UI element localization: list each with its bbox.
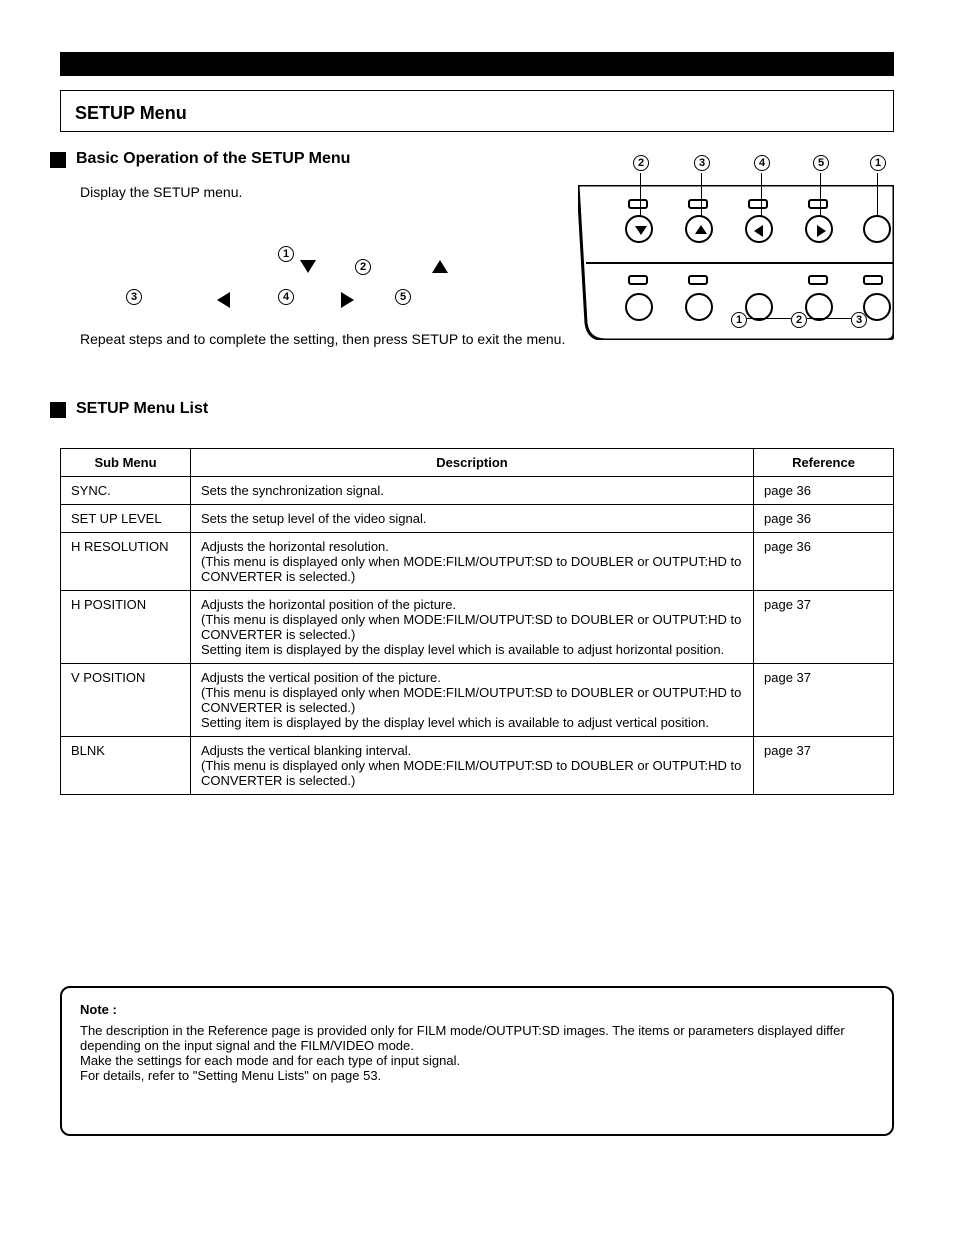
- cell-submenu: H RESOLUTION: [61, 533, 191, 591]
- connector-line: [747, 318, 791, 319]
- diagram-callout: 4: [754, 155, 770, 171]
- indicator-rect-icon: [688, 199, 708, 209]
- cell-reference: page 37: [754, 591, 894, 664]
- col-header-reference: Reference: [754, 449, 894, 477]
- triangle-left-icon: [217, 291, 230, 309]
- note-box: Note : The description in the Reference …: [60, 986, 894, 1136]
- title-box: SETUP Menu: [60, 90, 894, 132]
- table-row: H RESOLUTION Adjusts the horizontal reso…: [61, 533, 894, 591]
- table-row: V POSITION Adjusts the vertical position…: [61, 664, 894, 737]
- note-body: The description in the Reference page is…: [80, 1023, 874, 1083]
- circled-4-marker: 4: [278, 288, 294, 306]
- diagram-bottom-callout: 3: [851, 311, 867, 329]
- cell-reference: page 37: [754, 664, 894, 737]
- indicator-rect-icon: [808, 199, 828, 209]
- cell-reference: page 36: [754, 533, 894, 591]
- panel-button: [685, 293, 713, 321]
- panel-button: [625, 293, 653, 321]
- diagram-bottom-callout: 1: [731, 311, 747, 329]
- circled-number-3: 3: [126, 289, 142, 305]
- cell-description: Sets the synchronization signal.: [191, 477, 754, 505]
- panel-button: [805, 293, 833, 321]
- cell-reference: page 36: [754, 477, 894, 505]
- indicator-rect-icon: [808, 275, 828, 285]
- diagram-callout: 1: [870, 155, 886, 171]
- diagram-callout: 5: [813, 155, 829, 171]
- panel-button: [745, 293, 773, 321]
- cell-description: Adjusts the vertical position of the pic…: [191, 664, 754, 737]
- subheading-basic-operation: Basic Operation of the SETUP Menu: [76, 150, 350, 168]
- cell-reference: page 36: [754, 505, 894, 533]
- right-arrow-button: [805, 215, 833, 243]
- down-arrow-button: [625, 215, 653, 243]
- final-instruction-line: Repeat steps and to complete the setting…: [80, 330, 580, 350]
- cell-description: Adjusts the horizontal position of the p…: [191, 591, 754, 664]
- cell-submenu: V POSITION: [61, 664, 191, 737]
- triangle-down-icon: [300, 258, 316, 276]
- diagram-bottom-callout: 2: [791, 311, 807, 329]
- triangle-right-icon: [341, 291, 354, 309]
- cell-description: Sets the setup level of the video signal…: [191, 505, 754, 533]
- indicator-rect-icon: [628, 199, 648, 209]
- indicator-rect-icon: [688, 275, 708, 285]
- note-label: Note :: [80, 1002, 874, 1017]
- cell-submenu: BLNK: [61, 737, 191, 795]
- indicator-rect-icon: [748, 199, 768, 209]
- left-arrow-button: [745, 215, 773, 243]
- circled-number-4: 4: [278, 289, 294, 305]
- cell-submenu: SYNC.: [61, 477, 191, 505]
- circled-number-1: 1: [278, 246, 294, 262]
- circled-3-marker: 3: [126, 288, 142, 306]
- panel-button: [863, 293, 891, 321]
- col-header-description: Description: [191, 449, 754, 477]
- step1-text: Display the SETUP menu.: [80, 183, 242, 203]
- circled-number-5: 5: [395, 289, 411, 305]
- table-header-row: Sub Menu Description Reference: [61, 449, 894, 477]
- circled-5-marker: 5: [395, 288, 411, 306]
- table-row: SYNC. Sets the synchronization signal. p…: [61, 477, 894, 505]
- bullet-square-icon: [50, 402, 66, 418]
- top-rule-bar: [60, 52, 894, 76]
- indicator-rect-icon: [863, 275, 883, 285]
- cell-reference: page 37: [754, 737, 894, 795]
- table-row: BLNK Adjusts the vertical blanking inter…: [61, 737, 894, 795]
- cell-submenu: SET UP LEVEL: [61, 505, 191, 533]
- setup-button: [863, 215, 891, 243]
- circled-1-marker: 1: [278, 245, 294, 263]
- step1-line: Display the SETUP menu.: [80, 184, 242, 200]
- diagram-callout: 2: [633, 155, 649, 171]
- diagram-callout: 3: [694, 155, 710, 171]
- cell-submenu: H POSITION: [61, 591, 191, 664]
- cell-description: Adjusts the horizontal resolution. (This…: [191, 533, 754, 591]
- page-root: SETUP Menu Basic Operation of the SETUP …: [0, 0, 954, 1235]
- cell-description: Adjusts the vertical blanking interval. …: [191, 737, 754, 795]
- triangle-up-icon: [432, 258, 448, 276]
- circled-number-2: 2: [355, 259, 371, 275]
- indicator-rect-icon: [628, 275, 648, 285]
- table-row: SET UP LEVEL Sets the setup level of the…: [61, 505, 894, 533]
- control-panel-diagram: 2 3 4 5 1: [578, 155, 898, 365]
- setup-menu-table: Sub Menu Description Reference SYNC. Set…: [60, 448, 894, 795]
- circled-2-marker: 2: [355, 258, 371, 276]
- page-title: SETUP Menu: [75, 101, 187, 126]
- col-header-submenu: Sub Menu: [61, 449, 191, 477]
- up-arrow-button: [685, 215, 713, 243]
- connector-line: [807, 318, 851, 319]
- table-row: H POSITION Adjusts the horizontal positi…: [61, 591, 894, 664]
- bullet-square-icon: [50, 152, 66, 168]
- subheading-menu-list: SETUP Menu List: [76, 400, 208, 418]
